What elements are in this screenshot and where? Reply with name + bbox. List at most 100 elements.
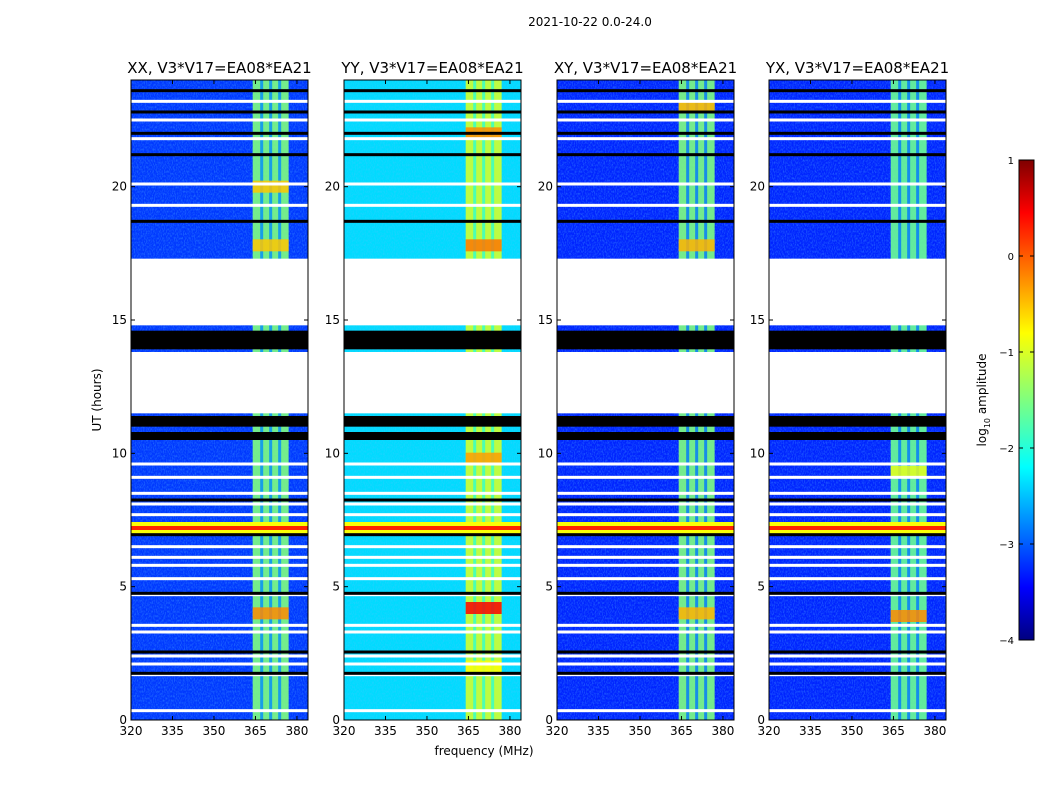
flag-row-white <box>557 577 734 581</box>
flag-row-white <box>557 545 734 549</box>
flag-row-white <box>131 182 308 186</box>
y-tick-label: 20 <box>750 180 765 194</box>
flag-row-black <box>131 131 308 135</box>
flag-row-black <box>557 110 734 114</box>
panel-frame <box>768 79 947 721</box>
flag-row-white <box>769 203 946 207</box>
band-spot <box>678 607 715 620</box>
band-spot <box>678 239 715 252</box>
x-tick-label: 380 <box>923 724 946 738</box>
flag-row-black <box>769 110 946 114</box>
colorbar-label-main: log <box>975 428 989 446</box>
flag-row-white <box>131 99 308 103</box>
flag-row-black <box>769 131 946 135</box>
flag-row-white <box>769 137 946 141</box>
colorbar: 10−1−2−3−4 log10 amplitude <box>975 156 1035 647</box>
flag-block-black <box>131 432 308 440</box>
flag-row-white <box>344 662 521 666</box>
flag-row-white <box>769 491 946 495</box>
flag-row-white <box>769 475 946 479</box>
flag-row-white <box>131 203 308 207</box>
figure-title: 2021-10-22 0.0-24.0 <box>528 15 652 29</box>
flag-block-black <box>344 330 521 350</box>
panel-frame <box>130 79 309 721</box>
flag-row-black <box>769 671 946 675</box>
y-tick-label: 15 <box>538 313 553 327</box>
y-tick-label: 5 <box>757 580 765 594</box>
data-gap <box>769 258 946 326</box>
flag-row-black <box>131 219 308 223</box>
flag-row-black <box>557 219 734 223</box>
flag-row-white <box>344 462 521 466</box>
band-spot <box>678 100 715 113</box>
band-spot <box>890 610 927 622</box>
flag-row-white <box>769 182 946 186</box>
flag-row-white <box>557 662 734 666</box>
y-axis-label: UT (hours) <box>90 368 104 431</box>
x-tick-label: 320 <box>333 724 356 738</box>
panel-title: YY, V3*V17=EA08*EA21 <box>340 59 523 77</box>
flag-row-black <box>344 219 521 223</box>
flag-row-white <box>344 654 521 658</box>
flag-block-black <box>769 432 946 440</box>
flag-row-white <box>131 662 308 666</box>
flag-block-black <box>557 432 734 440</box>
flag-row-white <box>769 662 946 666</box>
flag-row-white <box>131 118 308 122</box>
flag-row-white <box>557 563 734 567</box>
flag-row-white <box>769 545 946 549</box>
flag-row-white <box>344 491 521 495</box>
y-tick-label: 0 <box>545 713 553 727</box>
flag-row-white <box>557 475 734 479</box>
flag-row-black <box>344 131 521 135</box>
flag-row-white <box>557 203 734 207</box>
flag-row-black <box>131 498 308 502</box>
flag-row-white <box>769 513 946 517</box>
colorbar-tick-label: 1 <box>1008 156 1014 167</box>
y-tick-label: 15 <box>750 313 765 327</box>
flag-row-black <box>344 89 521 93</box>
flag-row-white <box>769 654 946 658</box>
band-spot <box>890 466 927 478</box>
x-tick-label: 335 <box>161 724 184 738</box>
band-spot <box>465 239 502 252</box>
flag-row-black <box>769 89 946 93</box>
flag-row-white <box>344 563 521 567</box>
data-gap <box>131 258 308 326</box>
band-spot <box>465 660 502 673</box>
flag-row-white <box>131 545 308 549</box>
panel-frame <box>343 79 522 721</box>
flag-row-black <box>557 533 734 537</box>
colorbar-gradient <box>1018 159 1035 641</box>
panel-xy: XY, V3*V17=EA08*EA21 320 335 350 365 380 0 5 10 1… <box>538 59 737 738</box>
flag-block-black <box>557 416 734 427</box>
panel-yy: YY, V3*V17=EA08*EA21 320 335 350 365 380 0 5 10 1… <box>325 59 524 738</box>
flag-row-white <box>131 475 308 479</box>
colorbar-tick-label: −3 <box>999 540 1014 551</box>
flag-row-white <box>769 462 946 466</box>
colorbar-label-rest: amplitude <box>975 354 989 418</box>
flag-row-white <box>131 630 308 634</box>
flag-row-white <box>131 563 308 567</box>
flag-row-black <box>344 110 521 114</box>
flag-block-black <box>131 330 308 350</box>
flag-row-white <box>769 555 946 559</box>
flag-row-black <box>557 650 734 654</box>
x-tick-label: 350 <box>203 724 226 738</box>
y-tick-label: 0 <box>332 713 340 727</box>
y-tick-label: 10 <box>538 446 553 460</box>
flag-row-black <box>557 131 734 135</box>
flag-row-black <box>557 89 734 93</box>
y-tick-label: 20 <box>112 180 127 194</box>
flag-row-white <box>557 630 734 634</box>
x-tick-label: 380 <box>285 724 308 738</box>
x-tick-label: 320 <box>546 724 569 738</box>
y-tick-label: 10 <box>750 446 765 460</box>
flag-row-white <box>769 118 946 122</box>
flag-block-black <box>131 416 308 427</box>
panel-yx: YX, V3*V17=EA08*EA21 320 335 350 365 380 0 5 10 1… <box>750 59 949 738</box>
y-tick-label: 0 <box>119 713 127 727</box>
x-tick-label: 365 <box>882 724 905 738</box>
flag-row-white <box>769 502 946 506</box>
data-gap <box>131 352 308 414</box>
